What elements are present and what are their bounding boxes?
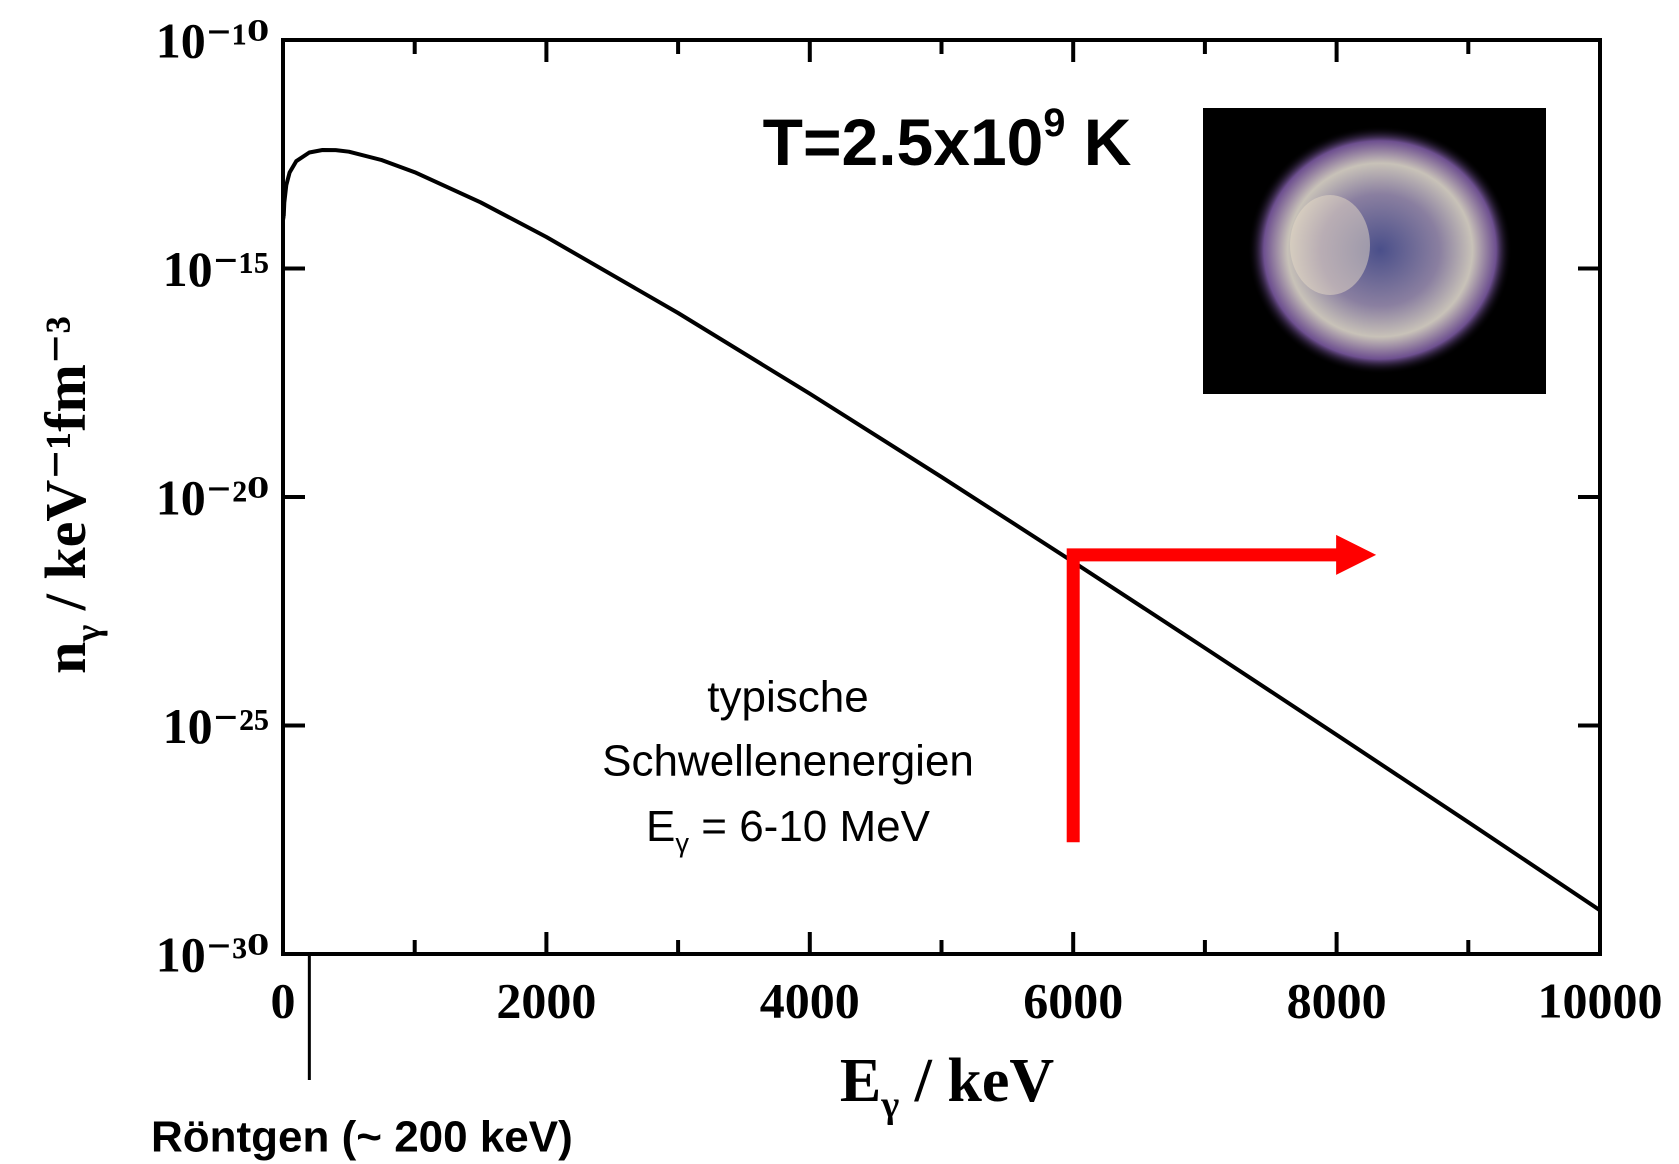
temperature-label-part: T=2.5x10	[763, 105, 1044, 179]
annotation-line: Schwellenenergien	[602, 737, 974, 786]
y-axis-label: nγ / keV⁻¹fm⁻³	[33, 316, 108, 674]
x-axis-label-part: E	[840, 1047, 881, 1115]
x-tick-label: 6000	[1023, 972, 1123, 1028]
page: 0 2000 4000 6000 8000 10000 10⁻¹⁰ 10⁻¹⁵ 10⁻²⁰ 10⁻…	[0, 0, 1679, 1164]
y-axis-label-part: γ	[68, 625, 108, 643]
x-axis-label: Eγ / keV	[840, 1047, 1055, 1126]
threshold-arrow	[1073, 555, 1338, 842]
chart: 0 2000 4000 6000 8000 10000 10⁻¹⁰ 10⁻¹⁵ 10⁻²⁰ 10⁻…	[0, 0, 1679, 1164]
annotation-line: typische	[707, 673, 868, 722]
annotation-last-line: Eγ = 6-10 MeV	[646, 802, 931, 858]
x-tick-label: 0	[271, 972, 296, 1028]
temperature-label: T=2.5x109 K	[763, 101, 1132, 179]
annotation-last-line-part: γ	[675, 827, 689, 858]
y-tick-label: 10⁻¹⁰	[156, 12, 269, 68]
x-tick-label: 2000	[496, 972, 596, 1028]
y-axis-label-part: n	[33, 642, 98, 674]
temperature-label-part: K	[1065, 105, 1131, 179]
x-tick-label: 8000	[1287, 972, 1387, 1028]
roentgen-label: Röntgen (~ 200 keV)	[151, 1113, 573, 1162]
temperature-label-part: 9	[1043, 101, 1065, 145]
annotation-last-line-part: = 6-10 MeV	[689, 802, 931, 851]
arrow-head	[1336, 535, 1376, 575]
y-tick-label: 10⁻²⁵	[163, 698, 269, 754]
remnant-bright-region	[1290, 195, 1370, 295]
y-tick-label: 10⁻²⁰	[156, 469, 269, 525]
y-axis-label-part: / keV⁻¹fm⁻³	[33, 316, 98, 625]
inset-image	[1203, 108, 1546, 394]
x-tick-label: 10000	[1538, 972, 1663, 1028]
x-tick-label: 4000	[760, 972, 860, 1028]
y-tick-label: 10⁻³⁰	[156, 926, 269, 982]
x-axis-label-part: γ	[880, 1084, 899, 1126]
annotation-last-line-part: E	[646, 802, 675, 851]
y-tick-label: 10⁻¹⁵	[163, 241, 269, 297]
curve-start	[283, 216, 284, 220]
x-axis-label-part: / keV	[899, 1047, 1054, 1115]
supernova-remnant	[1248, 126, 1512, 374]
